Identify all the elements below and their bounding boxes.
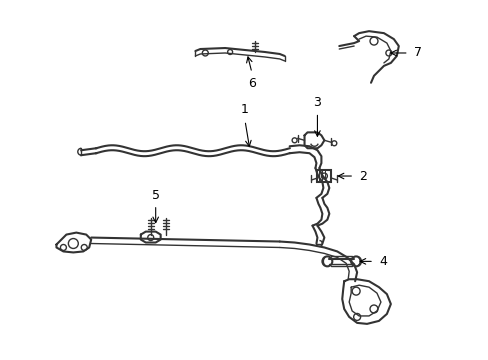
Text: 6: 6 xyxy=(247,77,255,90)
Text: 1: 1 xyxy=(241,103,248,116)
Text: 3: 3 xyxy=(313,95,321,109)
Text: 5: 5 xyxy=(151,189,160,202)
Text: 2: 2 xyxy=(358,170,366,183)
Bar xyxy=(317,170,331,182)
Text: 4: 4 xyxy=(378,255,386,268)
Text: 7: 7 xyxy=(413,46,421,59)
